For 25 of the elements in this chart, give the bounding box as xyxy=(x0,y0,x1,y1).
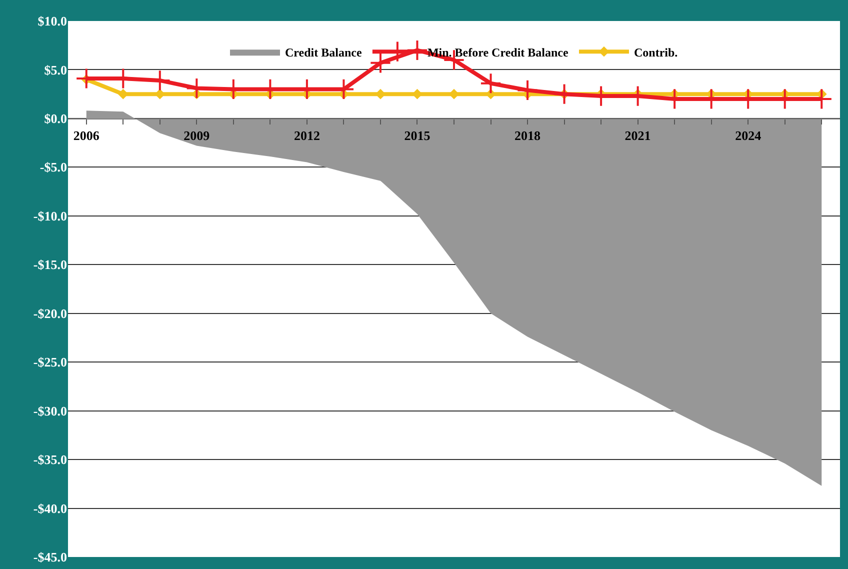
y-tick-label: -$45.0 xyxy=(33,550,67,565)
y-tick-label: -$10.0 xyxy=(33,208,67,224)
y-tick-label: -$5.0 xyxy=(40,160,67,175)
y-tick-label: -$25.0 xyxy=(33,354,67,370)
y-tick-label: -$30.0 xyxy=(33,403,67,418)
x-tick-label: 2024 xyxy=(735,128,762,144)
point xyxy=(516,79,538,101)
y-tick-label: -$40.0 xyxy=(33,500,67,516)
x-tick-label: 2021 xyxy=(624,128,651,144)
x-tick-label: 2015 xyxy=(404,128,431,144)
point xyxy=(412,88,422,100)
y-tick-label: $0.0 xyxy=(44,111,67,126)
x-tick-label: 2009 xyxy=(184,128,210,144)
point xyxy=(480,72,502,94)
legend-label: Contrib. xyxy=(634,45,678,60)
point xyxy=(118,88,128,100)
legend-label: Credit Balance xyxy=(285,45,362,60)
y-tick-label: -$15.0 xyxy=(33,257,67,272)
x-tick-label: 2006 xyxy=(73,128,100,144)
x-tick-label: 2012 xyxy=(294,128,320,144)
y-tick-label: -$20.0 xyxy=(33,306,67,321)
x-tick-label: 2018 xyxy=(514,128,542,144)
y-tick-label: $5.0 xyxy=(44,62,67,78)
y-tick-label: $10.0 xyxy=(38,14,67,29)
y-tick-label: -$35.0 xyxy=(33,452,67,468)
